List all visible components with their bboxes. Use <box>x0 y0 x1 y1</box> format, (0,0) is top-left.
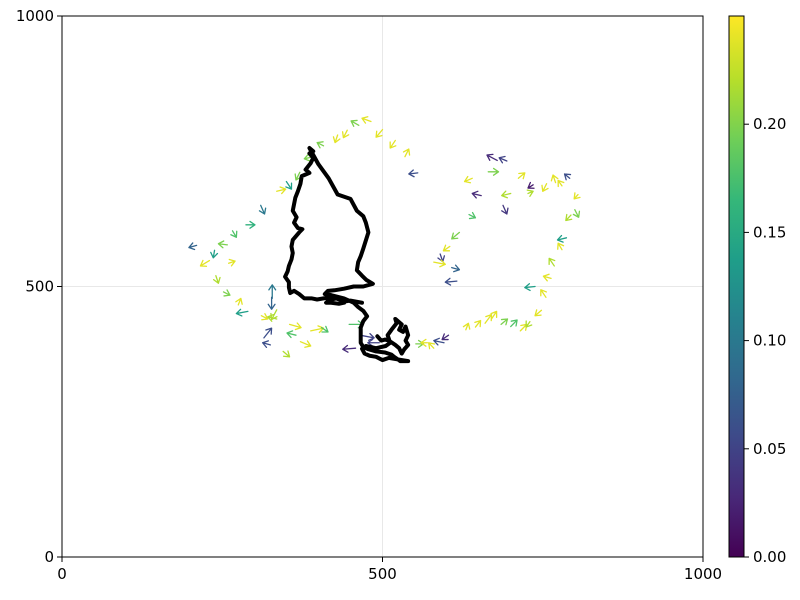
colorbar-tick-label: 0.00 <box>753 548 786 566</box>
quiver-arrow <box>542 273 552 282</box>
y-tick-label: 1000 <box>16 7 54 25</box>
quiver-arrow <box>486 153 498 162</box>
quiver-arrow <box>228 258 236 267</box>
quiver-arrow <box>235 308 249 317</box>
quiver-arrow <box>441 333 450 341</box>
quiver-arrow <box>490 310 498 320</box>
quiver-arrow <box>188 242 198 251</box>
quiver-arrow <box>245 220 256 229</box>
quiver-arrow <box>276 186 287 195</box>
quiver-arrow <box>525 320 533 328</box>
quiver-arrow <box>261 340 271 349</box>
quiver-arrow <box>230 230 238 238</box>
y-tick-label: 500 <box>25 278 54 296</box>
quiver-arrow <box>451 231 461 240</box>
quiver-arrow <box>501 190 512 199</box>
quiver-arrow <box>463 175 473 184</box>
quiver-arrow <box>484 313 493 324</box>
quiver-arrow <box>527 181 535 189</box>
quiver-arrow <box>433 337 445 346</box>
quiver-arrow <box>361 116 372 124</box>
quiver-arrow <box>212 275 221 284</box>
quiver-arrow <box>474 319 482 328</box>
quiver-arrow <box>517 172 526 180</box>
quiver-arrow <box>389 139 397 149</box>
quiver-arrow <box>563 173 572 181</box>
quiver-arrow <box>501 204 509 215</box>
quiver-arrow <box>565 213 573 222</box>
x-tick-label: 0 <box>57 565 67 583</box>
quiver-arrow <box>510 319 518 328</box>
colorbar-tick-label: 0.20 <box>753 115 786 133</box>
quiver-arrow <box>556 234 568 243</box>
quiver-arrow <box>199 259 211 267</box>
quiver-arrow <box>541 183 549 192</box>
quiver-arrow <box>267 314 278 322</box>
quiver-arrow <box>433 259 446 268</box>
quiver-arrow <box>341 129 350 139</box>
quiver-arrow <box>550 174 559 184</box>
quiver-arrow <box>402 148 411 158</box>
quiver-arrow <box>367 338 380 347</box>
colorbar-tick-label: 0.15 <box>753 223 786 241</box>
quiver-arrow <box>316 141 325 149</box>
arrow-field <box>188 116 581 358</box>
quiver-arrow <box>487 167 500 176</box>
quiver-arrow <box>428 342 436 350</box>
quiver-arrow <box>451 264 461 273</box>
y-tick-label: 0 <box>44 548 54 566</box>
quiver-arrow <box>534 309 543 317</box>
quiver-arrow <box>258 204 267 215</box>
quiver-arrow <box>408 169 419 178</box>
quiver-arrow <box>500 318 509 326</box>
x-axis-ticks: 0 500 1000 <box>57 557 722 583</box>
quiver-arrow <box>572 209 581 218</box>
quiver-arrow <box>299 340 312 348</box>
quiver-arrow <box>468 211 477 220</box>
grid-lines <box>62 16 703 557</box>
quiver-arrow <box>462 322 471 331</box>
x-tick-label: 500 <box>368 565 397 583</box>
quiver-arrow <box>222 289 231 297</box>
quiver-arrow <box>282 350 291 358</box>
quiver-arrow <box>526 189 534 197</box>
quiver-arrow <box>210 249 219 259</box>
quiver-arrow <box>540 289 548 298</box>
quiver-arrow <box>557 179 565 188</box>
quiver-arrow <box>420 338 429 347</box>
quiver-arrow <box>267 296 276 310</box>
quiver-arrow <box>235 297 243 306</box>
quiver-arrow <box>320 325 329 333</box>
quiver-arrow <box>288 322 302 331</box>
y-axis-ticks: 0 500 1000 <box>16 7 62 566</box>
quiver-arrow <box>442 244 451 252</box>
quiver-arrow <box>286 330 297 339</box>
quiver-arrow <box>524 283 536 292</box>
quiver-arrow <box>350 119 360 127</box>
quiver-arrow <box>260 313 269 321</box>
quiver-arrow <box>263 327 273 339</box>
trajectory-line <box>283 146 411 364</box>
quiver-arrow <box>217 240 229 249</box>
colorbar-ticks: 0.00 0.05 0.10 0.15 0.20 <box>744 115 786 566</box>
quiver-arrow <box>498 155 508 164</box>
quiver-arrow <box>471 190 482 199</box>
quiver-arrow <box>444 277 458 286</box>
quiver-arrow <box>573 192 581 200</box>
quiver-arrow <box>342 344 357 353</box>
quiver-arrow <box>285 180 293 190</box>
x-tick-label: 1000 <box>684 565 722 583</box>
colorbar-tick-label: 0.05 <box>753 440 786 458</box>
quiver-arrow <box>268 284 277 300</box>
quiver-arrow <box>548 257 556 267</box>
quiver-arrow <box>557 242 565 251</box>
colorbar-tick-label: 0.10 <box>753 332 786 350</box>
quiver-arrow <box>375 128 384 138</box>
colorbar <box>728 15 745 558</box>
quiver-arrow <box>332 134 341 144</box>
